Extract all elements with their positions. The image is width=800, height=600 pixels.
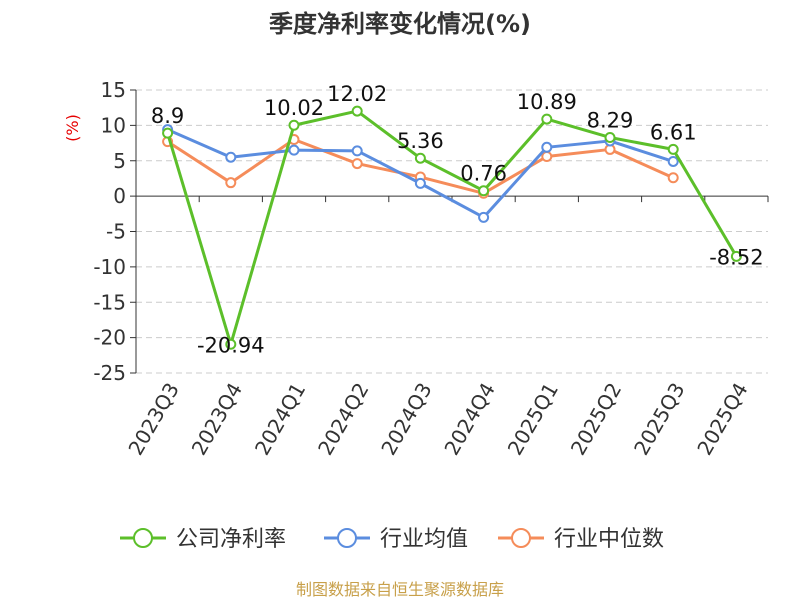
data-point-1 [478,211,490,223]
data-point-1 [351,145,363,157]
x-tick-label: 2023Q4 [187,379,247,460]
data-point-1 [667,155,679,167]
data-label: 8.9 [151,104,184,128]
x-tick-label: 2024Q2 [313,379,373,460]
data-point-0 [351,105,363,117]
chart-title: 季度净利率变化情况(%) [269,10,531,38]
legend-label: 行业中位数 [554,527,664,552]
x-tick-label: 2024Q4 [439,378,499,459]
data-label: -8.52 [709,245,763,269]
data-label: 8.29 [587,108,634,132]
data-point-2 [541,151,553,163]
y-tick-label: -25 [93,361,126,385]
data-point-0 [225,338,237,350]
legend: 公司净利率 行业均值 行业中位数 [120,527,664,552]
y-tick-label: -20 [93,326,126,350]
data-point-2 [351,158,363,170]
data-point-0 [288,119,300,131]
data-label: 0.76 [460,162,507,186]
y-tick-label: 0 [113,184,126,208]
y-tick-label: 5 [113,149,126,173]
data-point-1 [225,151,237,163]
y-tick-label: -15 [93,290,126,314]
y-tick-label: 15 [101,78,126,102]
data-point-0 [162,127,174,139]
data-label: -20.94 [197,333,265,357]
series-line-0 [166,109,738,346]
x-tick-label: 2023Q3 [123,379,183,460]
y-tick-label: -5 [106,220,126,244]
data-label: 10.02 [264,96,324,120]
data-label: 5.36 [397,129,444,153]
data-point-1 [414,177,426,189]
x-tick-label: 2025Q2 [566,379,626,460]
data-label: 12.02 [327,82,387,106]
data-label: 10.89 [517,90,577,114]
series-layer [162,105,742,350]
data-point-2 [225,177,237,189]
data-point-1 [288,144,300,156]
source-note: 制图数据来自恒生聚源数据库 [296,580,504,599]
x-tick-label: 2024Q1 [250,379,310,460]
data-point-0 [604,131,616,143]
data-point-0 [478,185,490,197]
legend-label: 行业均值 [380,527,468,552]
x-tick-label: 2025Q1 [503,379,563,460]
y-tick-label: 10 [101,113,126,137]
data-point-0 [667,143,679,155]
y-axis-unit: (%) [63,114,82,142]
data-point-0 [541,113,553,125]
x-tick-label: 2025Q4 [692,379,752,460]
data-point-1 [541,141,553,153]
legend-marker [133,528,153,548]
data-label: 6.61 [650,120,697,144]
x-tick-label: 2024Q3 [376,379,436,460]
data-point-0 [414,152,426,164]
legend-marker [511,528,531,548]
data-point-0 [730,250,742,262]
legend-label: 公司净利率 [176,527,286,552]
data-point-2 [667,172,679,184]
x-tick-label: 2025Q3 [629,379,689,460]
y-tick-label: -10 [93,255,126,279]
grid [136,89,768,374]
legend-marker [337,528,357,548]
